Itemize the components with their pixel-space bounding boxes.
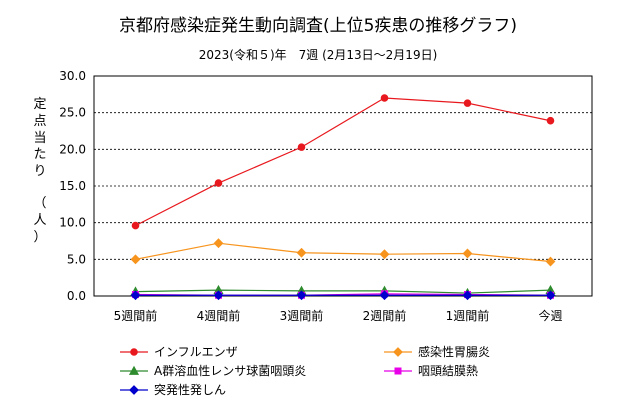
legend-label: 突発性発しん — [154, 382, 226, 397]
data-point — [462, 248, 473, 259]
legend-marker — [129, 385, 139, 395]
legend-item: 咽頭結膜熱 — [384, 364, 478, 378]
y-tick-label: 5.0 — [67, 252, 86, 266]
y-tick-label: 20.0 — [59, 142, 86, 156]
chart-title: 京都府感染症発生動向調査(上位5疾患の推移グラフ) — [119, 16, 517, 36]
data-point — [213, 238, 224, 249]
y-label-char: 点 — [33, 114, 46, 129]
data-point — [297, 143, 306, 151]
series-group — [130, 94, 556, 301]
x-tick-label: 4週間前 — [197, 308, 241, 323]
y-label-char: 当 — [33, 131, 46, 146]
data-point — [462, 290, 473, 301]
data-point — [130, 254, 141, 265]
data-point — [214, 179, 223, 187]
data-point — [545, 290, 556, 301]
legend-label: A群溶血性レンサ球菌咽頭炎 — [154, 363, 306, 378]
y-label-char: ） — [33, 230, 46, 245]
legend-marker — [394, 367, 402, 375]
data-point — [380, 94, 389, 102]
legend-marker — [130, 348, 138, 356]
y-label-char: た — [33, 147, 46, 162]
plot-frame — [93, 75, 593, 297]
y-label-char: （ — [33, 196, 46, 211]
legend-item: A群溶血性レンサ球菌咽頭炎 — [120, 363, 306, 378]
data-point — [296, 247, 307, 258]
data-point — [546, 116, 555, 125]
y-tick-label: 30.0 — [59, 69, 86, 83]
x-tick-label: 2週間前 — [363, 308, 407, 323]
x-tick-label: 3週間前 — [280, 308, 324, 323]
series-line — [135, 97, 551, 227]
series-line — [135, 289, 551, 294]
data-point — [130, 290, 141, 301]
legend-label: 感染性胃腸炎 — [418, 344, 490, 359]
y-label-char: 定 — [33, 97, 46, 112]
legend-marker — [393, 347, 403, 357]
x-tick-label: 今週 — [538, 308, 562, 323]
y-tick-label: 0.0 — [67, 289, 86, 303]
data-point — [379, 249, 390, 260]
y-tick-label: 10.0 — [59, 216, 86, 230]
data-point — [379, 290, 390, 301]
legend-item: 突発性発しん — [120, 382, 226, 397]
data-point — [545, 256, 556, 267]
data-point — [213, 290, 224, 301]
series-1 — [130, 238, 556, 267]
x-tick-labels: 5週間前 4週間前 3週間前 2週間前 1週間前 今週 — [114, 308, 563, 323]
x-tick-label: 1週間前 — [446, 308, 490, 323]
data-point — [463, 99, 472, 107]
legend-item: インフルエンザ — [120, 345, 238, 359]
y-tick-label: 25.0 — [59, 106, 86, 120]
legend-item: 感染性胃腸炎 — [384, 344, 490, 359]
series-4 — [130, 290, 556, 301]
x-tick-label: 5週間前 — [114, 308, 158, 323]
series-line — [135, 242, 551, 263]
data-point — [131, 221, 140, 230]
y-label-char: り — [33, 164, 46, 179]
legend-label: インフルエンザ — [154, 345, 238, 359]
legend-marker — [128, 365, 140, 375]
legend-label: 咽頭結膜熱 — [418, 364, 478, 378]
series-0 — [131, 94, 555, 230]
y-label-char: 人 — [33, 213, 46, 228]
chart-subtitle: 2023(令和５)年 7週 (2月13日～2月19日) — [199, 47, 438, 62]
y-tick-labels: 0.0 5.0 10.0 15.0 20.0 25.0 30.0 — [59, 69, 86, 303]
data-point — [296, 290, 307, 301]
gridlines — [94, 112, 592, 260]
y-tick-label: 15.0 — [59, 179, 86, 193]
